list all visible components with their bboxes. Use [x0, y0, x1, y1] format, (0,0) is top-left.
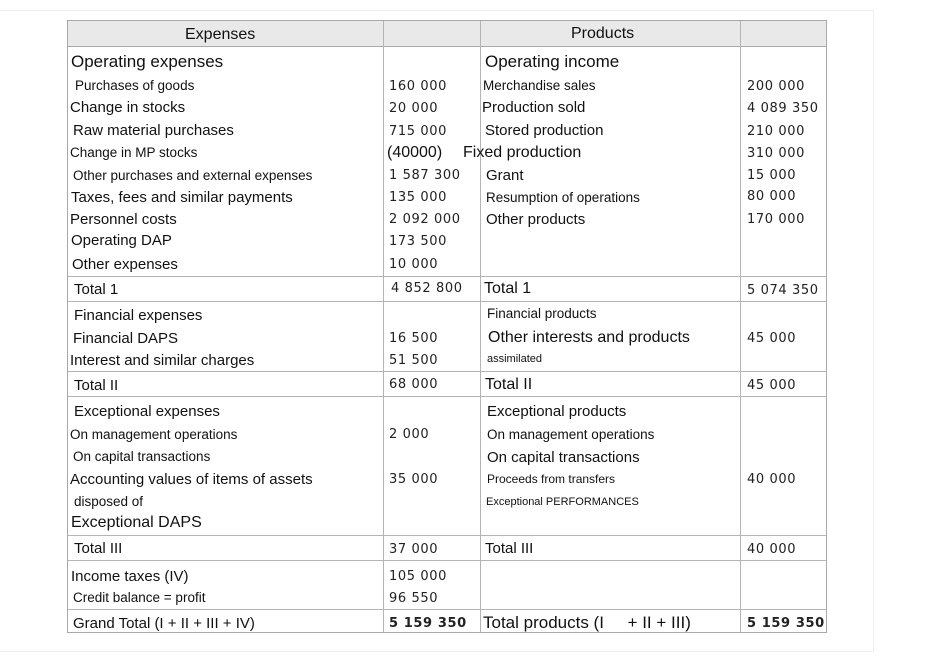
- financial-products-title: Financial products: [487, 306, 597, 321]
- expense-value: 173 500: [389, 234, 447, 249]
- income-taxes-value: 105 000: [389, 569, 447, 584]
- expense-value: 1 587 300: [389, 168, 461, 183]
- row-divider: [68, 560, 826, 561]
- income-statement-table: Expenses Products Operating expenses Pur…: [67, 20, 827, 633]
- product-label: On management operations: [487, 427, 655, 442]
- financial-expenses-title: Financial expenses: [74, 307, 203, 324]
- total-1-products-value: 5 074 350: [747, 283, 819, 298]
- product-value: 45 000: [747, 331, 797, 346]
- product-value: 200 000: [747, 79, 805, 94]
- total-1-expenses-label: Total 1: [74, 281, 119, 298]
- expense-label: Operating DAP: [71, 232, 172, 249]
- expense-label: Other purchases and external expenses: [73, 168, 313, 183]
- total-2-expenses-label: Total II: [74, 377, 119, 394]
- product-label: On capital transactions: [487, 449, 640, 466]
- expense-value: (40000): [387, 144, 443, 161]
- expense-value: 135 000: [389, 190, 447, 205]
- product-label: Fixed production: [463, 144, 582, 161]
- total-2-products-label: Total II: [485, 376, 533, 393]
- row-divider: [68, 276, 826, 277]
- product-value: 80 000: [747, 189, 797, 204]
- operating-expenses-title: Operating expenses: [71, 52, 224, 71]
- product-label: Other products: [486, 211, 586, 228]
- expense-value: 35 000: [389, 472, 439, 487]
- column-divider: [383, 21, 384, 632]
- exceptional-expenses-title: Exceptional expenses: [74, 403, 220, 420]
- product-value: 40 000: [747, 472, 797, 487]
- product-value: 210 000: [747, 124, 805, 139]
- expense-value: 10 000: [389, 257, 439, 272]
- product-label: Other interests and products: [488, 329, 690, 346]
- expense-value: 160 000: [389, 79, 447, 94]
- total-3-products-label: Total III: [485, 540, 534, 557]
- table-header-row: [68, 21, 826, 47]
- product-label: Merchandise sales: [483, 78, 596, 93]
- total-2-products-value: 45 000: [747, 378, 797, 393]
- expense-label: Financial DAPS: [73, 330, 179, 347]
- operating-income-title: Operating income: [485, 52, 620, 71]
- expense-label: On management operations: [70, 427, 238, 442]
- product-value: 170 000: [747, 212, 805, 227]
- products-header: Products: [571, 25, 635, 42]
- product-label: Resumption of operations: [486, 190, 640, 205]
- expense-label: Accounting values of items of assets: [70, 471, 313, 488]
- exceptional-products-title: Exceptional products: [487, 403, 627, 420]
- page-frame: [0, 10, 874, 652]
- expense-value: 2 000: [389, 427, 430, 442]
- expenses-header: Expenses: [185, 26, 256, 43]
- row-divider: [68, 301, 826, 302]
- expense-label: Taxes, fees and similar payments: [71, 189, 293, 206]
- product-label: Grant: [486, 167, 524, 184]
- total-products-value: 5 159 350: [747, 616, 825, 631]
- total-1-expenses-value: 4 852 800: [391, 281, 463, 296]
- row-divider: [68, 396, 826, 397]
- product-label: Exceptional PERFORMANCES: [486, 496, 639, 508]
- column-divider: [740, 21, 741, 632]
- row-divider: [68, 535, 826, 536]
- credit-balance-value: 96 550: [389, 591, 439, 606]
- expense-label: Purchases of goods: [75, 78, 195, 93]
- total-3-products-value: 40 000: [747, 542, 797, 557]
- row-divider: [68, 609, 826, 610]
- expense-label: Exceptional DAPS: [71, 514, 202, 531]
- expense-label: disposed of: [74, 494, 144, 509]
- expense-value: 51 500: [389, 353, 439, 368]
- product-value: 4 089 350: [747, 101, 819, 116]
- product-value: 310 000: [747, 146, 805, 161]
- total-3-expenses-label: Total III: [74, 540, 123, 557]
- expense-value: 20 000: [389, 101, 439, 116]
- product-value: 15 000: [747, 168, 797, 183]
- column-divider: [480, 21, 481, 632]
- expense-value: 2 092 000: [389, 212, 461, 227]
- total-products-label: Total products (I + II + III): [483, 613, 691, 632]
- credit-balance-label: Credit balance = profit: [73, 590, 206, 605]
- product-label: Proceeds from transfers: [487, 472, 616, 486]
- expense-label: Personnel costs: [70, 211, 177, 228]
- expense-label: Change in stocks: [70, 99, 186, 116]
- grand-total-expenses-value: 5 159 350: [389, 616, 467, 631]
- expense-value: 16 500: [389, 331, 439, 346]
- expense-label: Raw material purchases: [73, 122, 234, 139]
- product-label: Production sold: [482, 99, 586, 116]
- expense-label: Interest and similar charges: [70, 352, 255, 369]
- income-taxes-label: Income taxes (IV): [71, 568, 189, 585]
- total-3-expenses-value: 37 000: [389, 542, 439, 557]
- row-divider: [68, 371, 826, 372]
- expense-label: Change in MP stocks: [70, 145, 198, 160]
- product-label: Stored production: [485, 122, 604, 139]
- total-1-products-label: Total 1: [484, 280, 532, 297]
- total-2-expenses-value: 68 000: [389, 377, 439, 392]
- expense-label: On capital transactions: [73, 449, 211, 464]
- expense-label: Other expenses: [72, 256, 178, 273]
- expense-value: 715 000: [389, 124, 447, 139]
- grand-total-expenses-label: Grand Total (I + II + III + IV): [73, 615, 255, 632]
- product-label: assimilated: [487, 353, 543, 365]
